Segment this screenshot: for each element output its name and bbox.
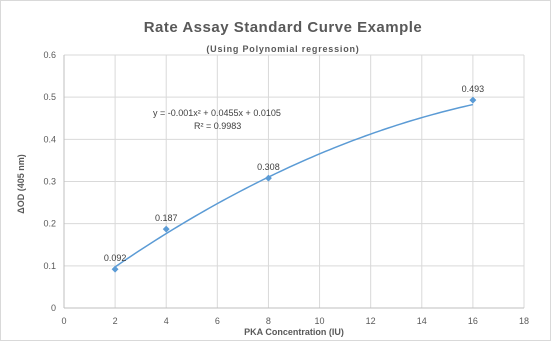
y-tick-label: 0.6 xyxy=(43,50,56,60)
x-tick-label: 8 xyxy=(266,316,271,326)
data-point-label: 0.308 xyxy=(257,162,280,172)
trendline xyxy=(114,103,474,268)
x-tick-label: 2 xyxy=(113,316,118,326)
y-tick-label: 0.3 xyxy=(43,177,56,187)
y-tick-label: 0.2 xyxy=(43,219,56,229)
data-point-marker xyxy=(469,96,477,104)
y-tick-label: 0 xyxy=(51,303,56,313)
y-tick-label: 0.5 xyxy=(43,92,56,102)
data-point-label: 0.493 xyxy=(462,84,485,94)
axes: 0 0.1 0.2 0.3 0.4 0.5 0.6 0 2 4 6 8 10 12 14 16 18 xyxy=(43,50,529,326)
data-point-marker xyxy=(162,225,170,233)
y-axis-title: ΔOD (405 nm) xyxy=(16,154,26,213)
data-point-marker xyxy=(111,265,119,273)
gridlines xyxy=(64,54,525,308)
y-tick-label: 0.4 xyxy=(43,134,56,144)
x-tick-label: 10 xyxy=(315,316,325,326)
y-tick-label: 0.1 xyxy=(43,261,56,271)
data-point-marker xyxy=(264,174,272,182)
trendline-r-squared: R² = 0.9983 xyxy=(194,121,241,131)
trendline-equation: y = -0.001x² + 0.0455x + 0.0105 xyxy=(153,108,281,118)
data-point-label: 0.092 xyxy=(104,253,127,263)
x-tick-label: 6 xyxy=(215,316,220,326)
x-tick-label: 0 xyxy=(61,316,66,326)
chart-title: Rate Assay Standard Curve Example xyxy=(144,19,423,36)
x-tick-label: 16 xyxy=(468,316,478,326)
x-axis-title: PKA Concentration (IU) xyxy=(244,327,344,337)
x-tick-label: 4 xyxy=(164,316,169,326)
data-point-label: 0.187 xyxy=(155,213,178,223)
x-tick-label: 12 xyxy=(366,316,376,326)
x-tick-label: 18 xyxy=(519,316,529,326)
x-tick-label: 14 xyxy=(417,316,427,326)
trendline-curve xyxy=(114,103,474,268)
data-points: 0.092 0.187 0.308 0.493 xyxy=(104,84,485,273)
chart-subtitle: (Using Polynomial regression) xyxy=(206,44,359,54)
